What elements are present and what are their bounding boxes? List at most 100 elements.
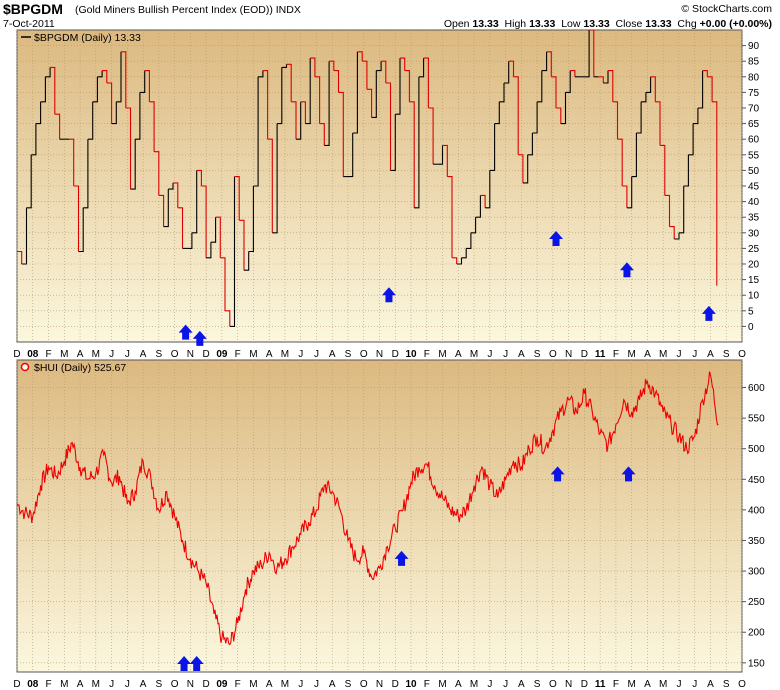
- x-tick-label: D: [581, 349, 588, 360]
- blue-up-arrow-icon: [550, 466, 565, 482]
- bpgdm-line-segment: [111, 101, 117, 125]
- x-tick-label: A: [140, 679, 147, 690]
- bpgdm-line-segment: [655, 101, 661, 146]
- bpgdm-line-segment: [622, 185, 628, 208]
- x-tick-label: J: [676, 349, 681, 360]
- x-tick-label: S: [156, 679, 163, 690]
- x-tick-label: F: [424, 349, 430, 360]
- legend-swatch: [20, 362, 30, 372]
- x-tick-label: S: [345, 679, 352, 690]
- y-tick-label: 55: [748, 150, 760, 161]
- bpgdm-line-segment: [541, 51, 548, 72]
- bpgdm-line-segment: [158, 194, 165, 227]
- bpgdm-line-segment: [97, 70, 103, 78]
- bpgdm-line-segment: [296, 101, 302, 140]
- x-tick-label: 08: [27, 679, 39, 690]
- bpgdm-line-segment: [570, 70, 576, 77]
- y-tick-label: 40: [748, 197, 760, 208]
- bpgdm-line-segment: [400, 57, 406, 71]
- x-tick-label: M: [92, 349, 100, 360]
- y-tick-label: 200: [748, 628, 765, 639]
- x-tick-label: J: [125, 349, 130, 360]
- bpgdm-line-segment: [69, 138, 75, 186]
- bpgdm-line-segment: [106, 82, 113, 124]
- bpgdm-line-segment: [83, 139, 89, 209]
- bpgdm-line-segment: [504, 61, 510, 84]
- bpgdm-line-segment: [466, 232, 472, 249]
- bpgdm-line-segment: [546, 51, 552, 77]
- bpgdm-line-segment: [135, 92, 141, 140]
- x-tick-label: S: [723, 679, 730, 690]
- bpgdm-line-segment: [362, 60, 368, 90]
- y-tick-label: 30: [748, 228, 760, 239]
- bpgdm-line-segment: [409, 101, 415, 208]
- brand[interactable]: © StockCharts.com: [681, 3, 772, 15]
- index-name: (Gold Miners Bullish Percent Index (EOD)…: [75, 4, 301, 16]
- x-tick-label: S: [723, 349, 730, 360]
- open-value: 13.33: [472, 18, 499, 30]
- bpgdm-line-segment: [73, 185, 80, 252]
- close-value: 13.33: [645, 18, 672, 30]
- bpgdm-line-segment: [418, 58, 425, 78]
- bpgdm-line-segment: [442, 144, 448, 177]
- bpgdm-line-segment: [485, 170, 491, 209]
- bpgdm-line-segment: [102, 70, 108, 83]
- bpgdm-line-segment: [461, 248, 467, 259]
- y-tick-label: 400: [748, 505, 765, 516]
- x-tick-label: M: [628, 349, 636, 360]
- bpgdm-line-segment: [125, 107, 132, 190]
- high-label: High: [504, 18, 527, 30]
- bpgdm-line-segment: [300, 101, 306, 124]
- x-tick-label: A: [140, 349, 147, 360]
- x-tick-label: 08: [27, 349, 39, 360]
- bpgdm-line-segment: [589, 29, 595, 77]
- bpgdm-line-segment: [173, 182, 179, 208]
- bpgdm-line-segment: [532, 101, 538, 134]
- x-tick-label: M: [659, 679, 667, 690]
- bpgdm-line-segment: [447, 176, 453, 258]
- x-tick-label: J: [314, 349, 319, 360]
- legend-label: $HUI (Daily) 525.67: [34, 362, 126, 374]
- symbol: $BPGDM: [3, 1, 63, 17]
- bpgdm-line-segment: [163, 189, 169, 228]
- x-tick-label: M: [281, 349, 289, 360]
- x-tick-label: O: [549, 679, 557, 690]
- x-tick-label: D: [203, 349, 210, 360]
- x-tick-label: O: [738, 679, 746, 690]
- x-tick-label: N: [565, 679, 572, 690]
- y-tick-label: 450: [748, 475, 765, 486]
- bpgdm-line-segment: [702, 70, 708, 77]
- bpgdm-line-segment: [149, 101, 155, 152]
- low-label: Low: [561, 18, 581, 30]
- x-tick-label: D: [392, 349, 399, 360]
- x-tick-label: M: [92, 679, 100, 690]
- bpgdm-line-segment: [688, 123, 694, 156]
- bpgdm-line-segment: [281, 64, 288, 68]
- x-tick-label: M: [438, 679, 446, 690]
- x-tick-label: S: [534, 349, 541, 360]
- y-tick-label: 20: [748, 260, 760, 271]
- x-tick-label: F: [235, 349, 241, 360]
- bpgdm-line-segment: [196, 169, 202, 186]
- bpgdm-line-segment: [617, 138, 623, 186]
- x-tick-label: A: [329, 679, 336, 690]
- bpgdm-line-segment: [636, 101, 642, 134]
- bpgdm-line-segment: [452, 257, 458, 264]
- bpgdm-line-segment: [560, 92, 567, 125]
- bpgdm-line-segment: [234, 176, 240, 221]
- bpgdm-line-segment: [674, 232, 680, 240]
- bpgdm-line-segment: [423, 57, 429, 108]
- x-tick-label: 11: [595, 679, 606, 690]
- x-tick-label: J: [109, 349, 114, 360]
- blue-up-arrow-icon: [177, 656, 192, 672]
- blue-up-arrow-icon: [619, 262, 634, 278]
- blue-up-arrow-icon: [621, 466, 636, 482]
- bpgdm-line-segment: [693, 108, 699, 125]
- bpgdm-line-segment: [366, 88, 373, 118]
- x-tick-label: O: [738, 349, 746, 360]
- x-tick-label: A: [266, 679, 273, 690]
- bpgdm-line-segment: [480, 194, 486, 208]
- bpgdm-line-segment: [144, 70, 150, 102]
- bpgdm-line-segment: [612, 101, 619, 140]
